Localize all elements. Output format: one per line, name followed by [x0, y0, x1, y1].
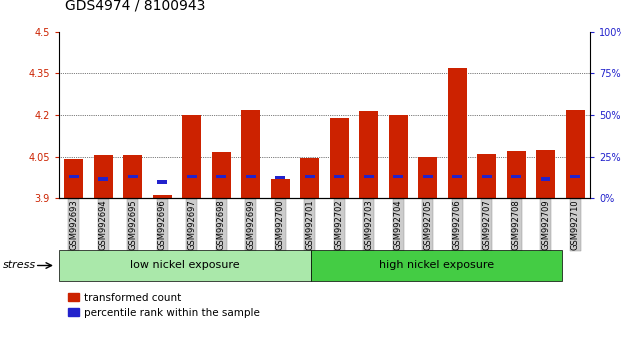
Bar	[182, 115, 201, 198]
Bar	[477, 154, 496, 198]
Bar	[536, 150, 555, 198]
Bar	[418, 157, 437, 198]
Text: stress: stress	[3, 261, 36, 270]
Text: GDS4974 / 8100943: GDS4974 / 8100943	[65, 0, 206, 12]
Text: high nickel exposure: high nickel exposure	[379, 261, 494, 270]
Bar	[335, 175, 344, 178]
Text: low nickel exposure: low nickel exposure	[130, 261, 240, 270]
Bar	[507, 151, 526, 198]
Bar	[128, 175, 137, 178]
Bar	[153, 195, 172, 198]
Bar	[69, 175, 78, 178]
Bar	[566, 109, 585, 198]
Bar	[187, 175, 196, 178]
Bar	[276, 176, 285, 179]
Bar	[217, 175, 226, 178]
Bar	[482, 175, 491, 178]
Bar	[99, 177, 108, 181]
Bar	[246, 175, 255, 178]
Bar	[300, 158, 319, 198]
Bar	[359, 111, 378, 198]
Bar	[305, 175, 314, 178]
Bar	[364, 175, 373, 178]
Bar	[512, 175, 521, 178]
Bar	[94, 155, 113, 198]
Legend: transformed count, percentile rank within the sample: transformed count, percentile rank withi…	[64, 289, 264, 322]
Bar	[541, 177, 550, 181]
Bar	[158, 180, 167, 183]
Bar	[64, 159, 83, 198]
Bar	[271, 179, 290, 198]
Bar	[212, 153, 231, 198]
Bar	[330, 118, 349, 198]
Bar	[123, 155, 142, 198]
Bar	[571, 175, 580, 178]
Bar	[394, 175, 403, 178]
Bar	[241, 109, 260, 198]
Bar	[453, 175, 462, 178]
Bar	[448, 68, 467, 198]
Bar	[423, 175, 432, 178]
Bar	[389, 115, 408, 198]
